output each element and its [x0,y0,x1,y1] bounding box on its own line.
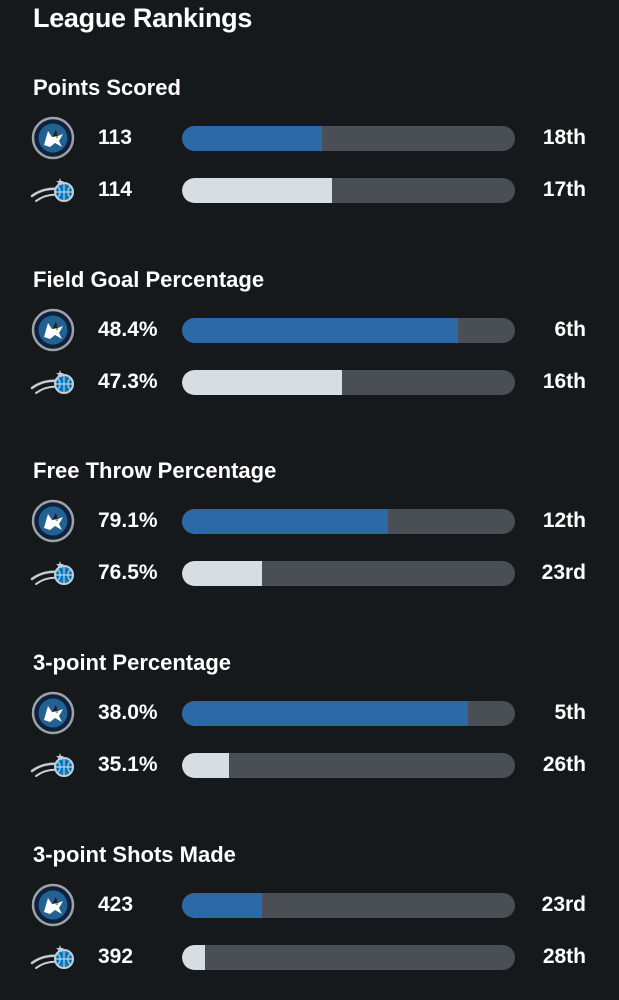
league-rank: 17th [542,178,586,201]
stat-value: 47.3% [98,370,158,393]
stat-value: 48.4% [98,318,158,341]
stat-bar-fill [182,753,229,778]
league-rank: 5th [554,701,587,724]
stat-bar [182,509,515,534]
league-rank: 26th [542,753,586,776]
ranking-section-3-point-shots-made: 3-point Shots Made 423 23rd 392 28th [0,842,619,1000]
stat-value: 423 [98,893,134,916]
stat-row-team-a: 113 18th [0,116,619,160]
timberwolves-logo-icon [30,116,76,160]
stat-row-team-a: 423 23rd [0,883,619,927]
timberwolves-logo-icon [30,691,76,735]
stat-bar [182,701,515,726]
stat-bar-fill [182,509,389,534]
stat-bar-fill [182,126,322,151]
magic-logo-icon [30,553,76,593]
stat-bar [182,561,515,586]
stat-bar [182,318,515,343]
stat-bar-fill [182,178,332,203]
stat-row-team-a: 38.0% 5th [0,691,619,735]
magic-logo-icon [30,745,76,785]
league-rank: 6th [554,318,587,341]
section-title: Points Scored [33,75,181,100]
section-title: 3-point Shots Made [33,842,236,867]
page-title: League Rankings [33,3,253,33]
league-rank: 18th [542,126,586,149]
stat-bar [182,945,515,970]
league-rank: 12th [542,509,586,532]
ranking-section-field-goal-percentage: Field Goal Percentage 48.4% 6th 47.3% 16… [0,267,619,457]
stat-bar [182,893,515,918]
magic-logo-icon [30,937,76,977]
timberwolves-logo-icon [30,308,76,352]
stat-bar-fill [182,945,206,970]
stat-bar-fill [182,318,459,343]
stat-value: 113 [98,126,132,149]
ranking-section-free-throw-percentage: Free Throw Percentage 79.1% 12th 76.5% 2… [0,458,619,648]
stat-value: 76.5% [98,561,158,584]
league-rank: 23rd [541,561,586,584]
league-rank: 23rd [541,893,586,916]
stat-value: 79.1% [98,509,158,532]
ranking-section-points-scored: Points Scored 113 18th 114 17th [0,75,619,265]
stat-bar-fill [182,370,342,395]
stat-bar [182,370,515,395]
stat-row-team-a: 48.4% 6th [0,308,619,352]
magic-logo-icon [30,170,76,210]
stat-row-team-b: 392 28th [0,937,619,977]
stat-value: 392 [98,945,134,968]
stat-row-team-b: 35.1% 26th [0,745,619,785]
league-rank: 16th [542,370,586,393]
stat-value: 38.0% [98,701,158,724]
stat-value: 35.1% [98,753,158,776]
stat-bar [182,753,515,778]
section-title: 3-point Percentage [33,650,232,675]
stat-row-team-b: 114 17th [0,170,619,210]
stat-row-team-b: 76.5% 23rd [0,553,619,593]
timberwolves-logo-icon [30,883,76,927]
ranking-section-3-point-percentage: 3-point Percentage 38.0% 5th 35.1% 26th [0,650,619,840]
section-title: Free Throw Percentage [33,458,277,483]
stat-value: 114 [98,178,132,201]
stat-bar [182,178,515,203]
stat-bar-fill [182,561,262,586]
stat-row-team-b: 47.3% 16th [0,362,619,402]
stat-row-team-a: 79.1% 12th [0,499,619,543]
timberwolves-logo-icon [30,499,76,543]
section-title: Field Goal Percentage [33,267,265,292]
stat-bar-fill [182,701,469,726]
stat-bar [182,126,515,151]
magic-logo-icon [30,362,76,402]
stat-bar-fill [182,893,262,918]
league-rank: 28th [542,945,586,968]
